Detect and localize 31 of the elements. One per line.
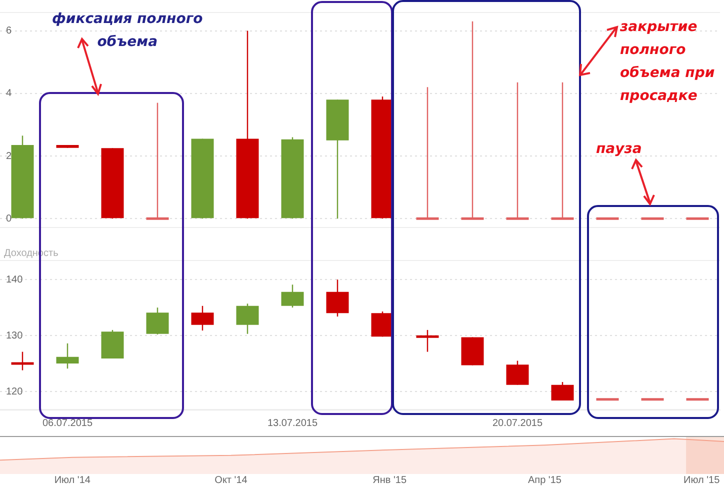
candlestick [146,306,169,336]
candlestick [505,82,530,220]
candlestick [145,102,170,220]
y-tick-label: 120 [6,386,24,398]
x-tick-label: Янв '15 [372,474,407,486]
annotation: фиксация полного объема [52,10,203,52]
x-tick-label: Окт '14 [214,474,248,486]
candlestick [191,305,214,332]
x-tick-label: Июл '14 [54,474,91,486]
candlestick [326,278,349,318]
candlestick [281,284,304,308]
candlestick [236,303,259,334]
x-tick-label: 13.07.2015 [267,418,318,429]
y-tick-label: 6 [6,26,12,37]
x-tick-label: 06.07.2015 [42,418,93,429]
x-tick-label: Апр '15 [528,474,562,486]
y-tick-label: 130 [6,330,24,342]
y-tick-label: 140 [6,274,24,286]
x-tick-label: 20.07.2015 [492,418,543,429]
candlestick [56,342,79,370]
annotation: пауза [596,140,642,159]
annotation: закрытие полного объема при просадке [620,18,715,106]
candlestick [551,381,574,402]
x-tick-label: Июл '15 [684,474,720,486]
y-tick-label: 0 [6,213,12,224]
y-tick-label: 2 [6,150,12,162]
candlestick [550,82,575,220]
candlestick [460,20,485,220]
candlestick [415,86,440,220]
candlestick [506,360,529,386]
y-tick-label: 4 [6,88,12,100]
